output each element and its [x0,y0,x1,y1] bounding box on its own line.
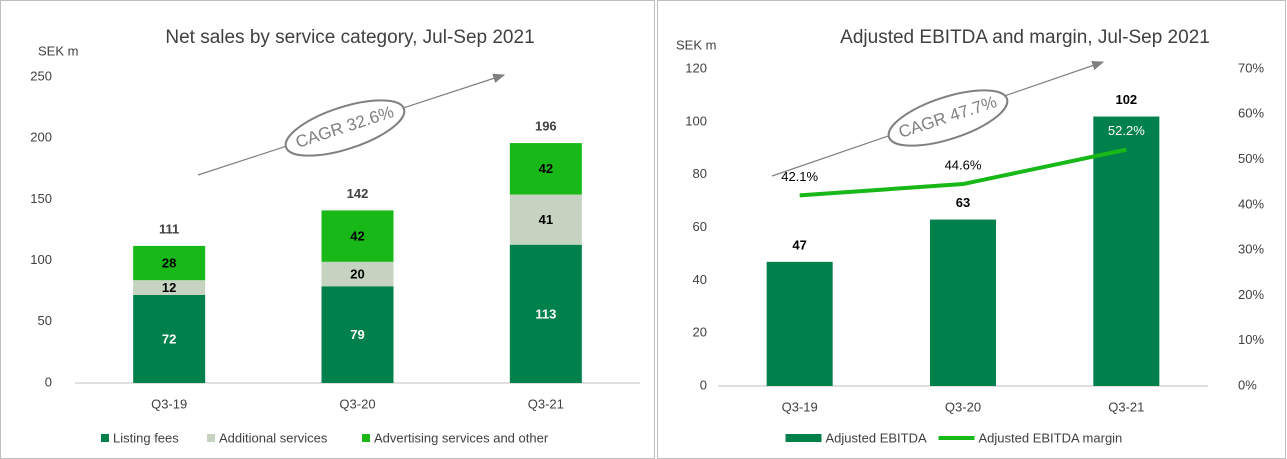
legend-label: Advertising services and other [374,430,549,445]
y-tick-label: 0 [700,377,707,392]
line-label: 52.2% [1108,123,1145,138]
bar-segment [133,294,206,383]
segment-label: 28 [162,255,176,270]
y-tick-label: 40 [693,272,707,287]
chart-title: Adjusted EBITDA and margin, Jul-Sep 2021 [840,27,1210,48]
line-label: 44.6% [945,157,982,172]
y2-tick-label: 20% [1238,287,1264,302]
y-tick-label: 120 [685,60,707,75]
y2-tick-label: 50% [1238,151,1264,166]
cagr-badge [887,89,1009,147]
y2-tick-label: 60% [1238,106,1264,121]
y-tick-label: 100 [685,113,707,128]
bar-label: 102 [1115,92,1137,107]
y2-tick-label: 70% [1238,60,1264,75]
y-tick-label: 100 [30,252,52,267]
x-tick-label: Q3-20 [945,399,981,414]
bar-segment [133,280,206,295]
bar-segment [133,245,206,281]
bar [766,261,833,386]
y2-tick-label: 10% [1238,332,1264,347]
y-tick-label: 20 [693,325,707,340]
segment-label: 79 [350,327,364,342]
segment-label: 12 [162,280,176,295]
y2-tick-label: 30% [1238,242,1264,257]
line [799,147,1127,198]
legend-label: Additional services [219,430,328,445]
legend-swatch [785,434,822,442]
segment-label: 72 [162,331,176,346]
bar-segment [321,286,394,383]
y2-tick-label: 40% [1238,196,1264,211]
cagr-badge [284,99,406,157]
bar-segment [509,244,582,383]
total-label: 142 [347,186,369,201]
x-tick-label: Q3-20 [339,396,375,411]
line-label: 42.1% [781,169,818,184]
bar-segment [321,210,394,262]
y-axis-label: SEK m [38,43,78,58]
y-axis-label: SEK m [676,37,716,52]
y-tick-label: 0 [45,374,52,389]
y-tick-label: 50 [38,313,52,328]
x-tick-label: Q3-19 [151,396,187,411]
segment-label: 42 [350,229,364,244]
segment-label: 113 [535,306,556,321]
bar-segment [509,143,582,195]
bar [1093,116,1160,387]
y2-tick-label: 0% [1238,377,1257,392]
total-label: 196 [535,119,557,134]
bar-label: 63 [956,195,970,210]
bar-segment [321,261,394,287]
segment-label: 20 [350,267,364,282]
x-tick-label: Q3-21 [528,396,564,411]
bar-segment [509,194,582,245]
y-tick-label: 80 [693,166,707,181]
legend-label: Listing fees [113,430,179,445]
y-tick-label: 250 [30,68,52,83]
legend-swatch [207,434,215,442]
segment-label: 41 [539,212,553,227]
legend-swatch [101,434,109,442]
segment-label: 42 [539,161,553,176]
chart-title: Net sales by service category, Jul-Sep 2… [165,27,534,48]
y-tick-label: 200 [30,130,52,145]
x-tick-label: Q3-19 [782,399,818,414]
legend-label: Adjusted EBITDA [826,430,927,445]
total-label: 111 [159,221,179,236]
x-tick-label: Q3-21 [1108,399,1144,414]
bar [930,219,996,386]
legend-label: Adjusted EBITDA margin [979,430,1123,445]
legend-swatch [362,434,370,442]
y-tick-label: 150 [30,191,52,206]
y-tick-label: 60 [693,219,707,234]
bar-label: 47 [792,237,806,252]
